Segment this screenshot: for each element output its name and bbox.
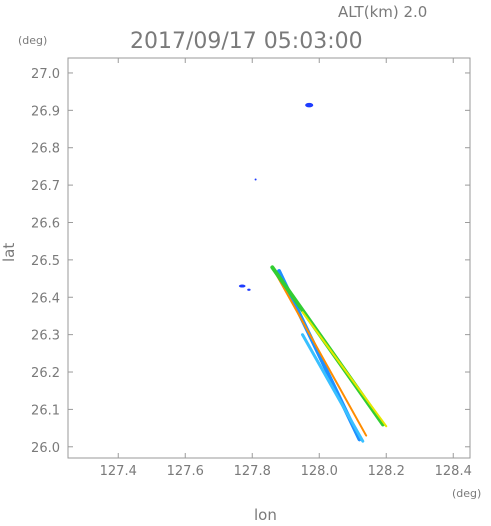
y-tick-label: 26.0	[31, 441, 60, 456]
x-axis-label: lon	[254, 506, 277, 521]
x-tick-label: 127.4	[100, 464, 137, 479]
chart-title: 2017/09/17 05:03:00	[130, 29, 363, 54]
y-tick-label: 26.3	[31, 329, 60, 344]
x-tick-label: 128.2	[368, 464, 405, 479]
y-tick-label: 26.5	[31, 254, 60, 269]
y-tick-label: 27.0	[31, 67, 60, 82]
echo-speck-north	[254, 178, 257, 181]
x-tick-label: 128.4	[435, 464, 472, 479]
x-tick-label: 127.6	[167, 464, 204, 479]
echo-blob-north	[305, 102, 314, 108]
axis-ticks: 127.4 127.6 127.8 128.0 128.2 128.4 27.0 26.9 26…	[31, 58, 472, 479]
y-tick-label: 26.7	[31, 179, 60, 194]
x-tick-label: 127.8	[234, 464, 271, 479]
y-tick-label: 26.2	[31, 366, 60, 381]
echo-segment-cyan-strip-edge	[301, 333, 365, 443]
echo-segment-yellow-strip	[301, 311, 388, 428]
echo-blob-west	[238, 284, 246, 288]
altitude-label: ALT(km) 2.0	[338, 3, 427, 21]
y-axis-unit: (deg)	[18, 34, 47, 47]
y-tick-label: 26.8	[31, 142, 60, 157]
x-axis-unit: (deg)	[452, 487, 481, 500]
echo-marks	[238, 102, 388, 443]
y-axis-label: lat	[0, 243, 18, 262]
y-tick-label: 26.1	[31, 403, 60, 418]
echo-blob-west-small	[247, 288, 251, 291]
y-tick-label: 26.9	[31, 104, 60, 119]
y-tick-label: 26.6	[31, 216, 60, 231]
echo-segment-orange-strip	[271, 266, 368, 437]
x-tick-label: 128.0	[301, 464, 338, 479]
y-tick-label: 26.4	[31, 291, 60, 306]
plot-frame	[67, 57, 471, 459]
